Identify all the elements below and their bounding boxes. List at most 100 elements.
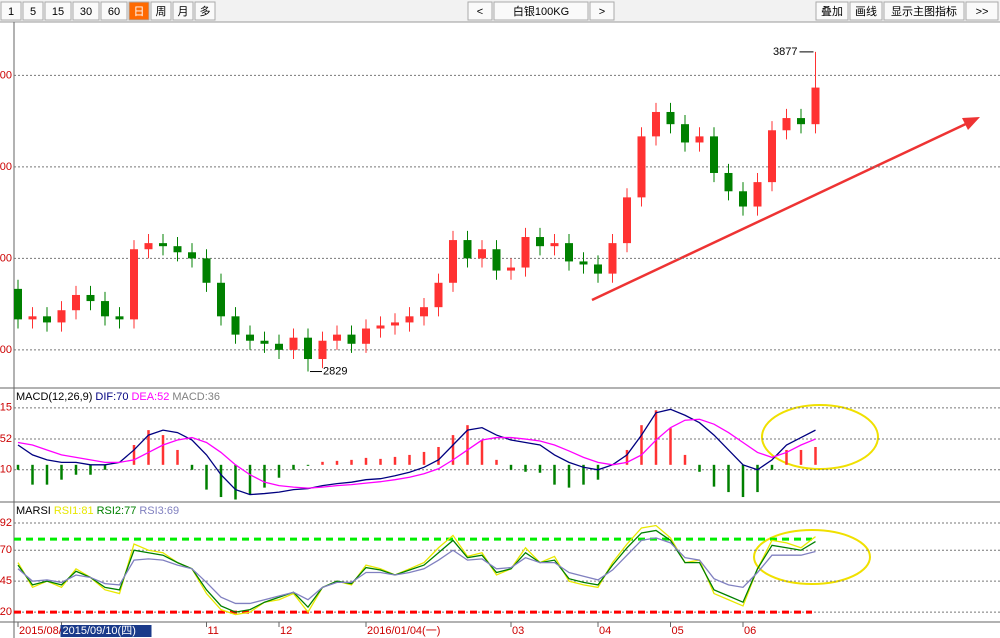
legend-entry: RSI2:77 — [97, 505, 137, 517]
toolbar-button-label[interactable]: 日 — [134, 6, 145, 18]
toolbar-button[interactable] — [22, 1, 44, 21]
candle-body — [463, 240, 472, 259]
toolbar-button-label[interactable]: >> — [976, 6, 989, 18]
toolbar-button-label[interactable]: 多 — [200, 4, 211, 18]
highlight-ellipse — [753, 529, 871, 585]
toolbar-button[interactable] — [883, 1, 965, 21]
toolbar-button-label[interactable]: 周 — [156, 5, 167, 18]
candle-body — [289, 337, 298, 350]
candle-body — [811, 87, 820, 125]
legend-entry: RSI3:69 — [139, 505, 179, 517]
y-tick-label: 00 — [0, 161, 12, 173]
y-tick-label: 00 — [0, 344, 12, 356]
candle-body — [43, 316, 51, 323]
legend-entry: RSI1:81 — [54, 505, 94, 517]
candle-body — [478, 249, 486, 259]
x-tick-label: 06 — [744, 625, 756, 637]
legend-entry: MACD:36 — [172, 391, 220, 403]
series-line — [17, 537, 816, 605]
toolbar-button-label[interactable]: 白银100KG — [513, 4, 569, 18]
x-tick-label: 2015/08/21 — [19, 625, 74, 637]
candle-body — [376, 325, 385, 329]
candle-body — [188, 252, 196, 259]
toolbar-button[interactable] — [493, 1, 589, 21]
y-tick-label: 20 — [0, 606, 12, 618]
candle-body — [130, 249, 138, 320]
toolbar-button[interactable] — [44, 1, 72, 21]
legend-entry: DIF:70 — [95, 391, 128, 403]
x-tick-label: 11 — [208, 625, 219, 637]
toolbar-button[interactable] — [128, 1, 150, 21]
toolbar-button[interactable] — [150, 1, 172, 21]
candle-body — [362, 328, 370, 344]
y-tick-label: 00 — [0, 69, 12, 81]
y-tick-label: 52 — [0, 433, 12, 445]
toolbar-button[interactable] — [815, 1, 849, 21]
candle-body — [246, 334, 254, 341]
y-tick-label: 70 — [0, 544, 12, 556]
candle-body — [652, 111, 660, 137]
candle-body — [57, 310, 66, 323]
y-tick-label: 15 — [0, 402, 12, 414]
x-tick-label: 2015/09/10(四) — [63, 625, 136, 637]
candle-body — [72, 294, 80, 311]
toolbar-button[interactable] — [467, 1, 493, 21]
candle-body — [217, 282, 225, 317]
candle-body — [14, 288, 22, 320]
toolbar-button-label[interactable]: 5 — [30, 6, 36, 18]
candle-body — [579, 261, 588, 265]
toolbar-button[interactable] — [100, 1, 128, 21]
candle-body — [260, 340, 269, 344]
y-tick-label: 10 — [0, 464, 12, 476]
toolbar-button-label[interactable]: 30 — [80, 6, 92, 18]
candle-body — [550, 243, 559, 247]
y-tick-label: 92 — [0, 517, 12, 529]
candle-body — [753, 182, 762, 207]
toolbar-button[interactable] — [965, 1, 999, 21]
trend-arrow — [591, 120, 971, 302]
toolbar-button-label[interactable]: 15 — [52, 6, 64, 18]
x-tick-label: 03 — [512, 625, 524, 637]
candle-body — [420, 307, 428, 317]
toolbar-button-label[interactable]: < — [477, 6, 483, 18]
toolbar-button[interactable] — [589, 1, 615, 21]
legend-entry: DEA:52 — [131, 391, 169, 403]
candle-body — [594, 264, 602, 274]
candle-body — [86, 294, 95, 302]
toolbar-button-label[interactable]: 显示主图指标 — [891, 4, 957, 18]
toolbar-button-label[interactable]: 月 — [178, 6, 189, 18]
candle-body — [391, 322, 399, 326]
candle-body — [492, 249, 501, 271]
candle-body — [724, 172, 733, 192]
candle-body — [565, 243, 573, 262]
highlight-ellipse — [761, 404, 879, 470]
toolbar-button-label[interactable]: > — [599, 6, 605, 18]
toolbar-button[interactable] — [72, 1, 100, 21]
candle-body — [101, 301, 109, 317]
x-label-highlight — [60, 625, 152, 637]
candle-body — [318, 340, 327, 360]
toolbar-button-label[interactable]: 1 — [8, 6, 14, 18]
candle-body — [666, 111, 675, 125]
candle-body — [231, 316, 240, 335]
x-tick-label: 2016/01/04(一) — [367, 625, 440, 637]
candle-body — [28, 316, 37, 320]
candle-body — [347, 334, 356, 344]
toolbar-button[interactable] — [194, 1, 216, 21]
toolbar-button[interactable] — [172, 1, 194, 21]
candle-body — [637, 136, 646, 198]
toolbar-button-label[interactable]: 画线 — [855, 4, 877, 18]
toolbar-button-label[interactable]: 60 — [108, 6, 120, 18]
candle-body — [695, 136, 704, 143]
series-line — [17, 529, 816, 613]
toolbar-button[interactable] — [849, 1, 883, 21]
y-tick-label: 00 — [0, 252, 12, 264]
series-line — [17, 408, 816, 496]
annotation: 2829 — [323, 365, 347, 377]
candle-body — [202, 258, 211, 283]
toolbar-button-label[interactable]: 叠加 — [821, 5, 843, 18]
candle-body — [536, 237, 544, 247]
toolbar-button[interactable] — [0, 1, 22, 21]
candle-body — [115, 316, 124, 320]
